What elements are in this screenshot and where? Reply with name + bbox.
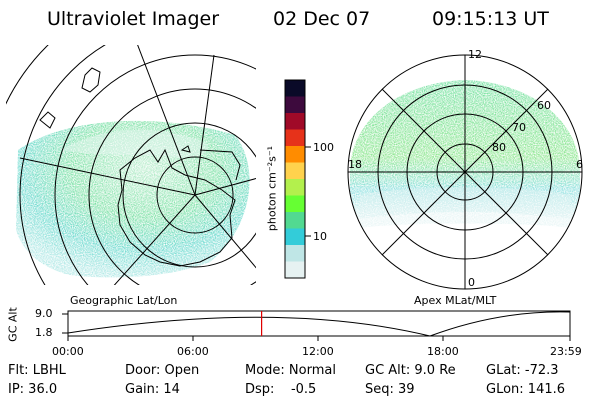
lat-lon-grid — [6, 45, 256, 285]
observation-date: 02 Dec 07 — [273, 8, 371, 30]
mlat-label-70: 70 — [512, 121, 526, 134]
colorbar-segment — [285, 245, 305, 262]
mlat-label-60: 60 — [537, 99, 551, 112]
observation-time: 09:15:13 UT — [432, 8, 549, 30]
altitude-ylabel: GC Alt — [6, 307, 20, 342]
mlt-label-6: 6 — [576, 158, 583, 171]
mlt-label-12: 12 — [468, 48, 482, 61]
altitude-ytick-high: 9.0 — [35, 307, 53, 320]
colorbar-segment — [285, 80, 305, 97]
instrument-title: Ultraviolet Imager — [47, 8, 220, 30]
time-tick-2359: 23:59 — [550, 345, 582, 358]
geographic-caption: Geographic Lat/Lon — [70, 294, 178, 307]
new-zealand-outline — [81, 67, 101, 93]
colorbar-segment — [285, 96, 305, 114]
colorbar-segment — [285, 261, 305, 279]
colorbar-label: photon cm⁻²s⁻¹ — [265, 145, 279, 232]
colorbar-tick-100: 100 — [313, 141, 334, 154]
colorbar-segment — [285, 179, 305, 196]
mlat-label-80: 80 — [492, 141, 506, 154]
altitude-ytick-low: 1.8 — [35, 326, 53, 339]
colorbar-segment — [285, 113, 305, 130]
meta-seq: Seq: 39 — [365, 382, 415, 397]
colorbar-segment — [285, 212, 305, 229]
time-tick-0600: 06:00 — [177, 345, 209, 358]
colorbar-segment — [285, 129, 305, 147]
meta-mode: Mode: Normal — [245, 363, 336, 378]
colorbar-segment — [285, 146, 305, 163]
time-tick-1200: 12:00 — [302, 345, 334, 358]
time-tick-0000: 00:00 — [52, 345, 84, 358]
meta-gc-alt: GC Alt: 9.0 Re — [365, 363, 456, 378]
meta-glon: GLon: 141.6 — [486, 382, 566, 397]
antarctica-coastline — [117, 148, 236, 267]
altitude-plot — [62, 310, 571, 341]
meta-glat: GLat: -72.3 — [486, 363, 559, 378]
colorbar-tick-10: 10 — [313, 230, 327, 243]
apex-caption: Apex MLat/MLT — [414, 294, 497, 307]
colorbar — [284, 79, 311, 279]
mlt-label-0: 0 — [468, 276, 475, 289]
colorbar-segment — [285, 195, 305, 213]
meta-door: Door: Open — [125, 363, 200, 378]
meta-filter: Flt: LBHL — [8, 363, 66, 378]
apex-polar-plot — [347, 54, 583, 290]
meta-gain: Gain: 14 — [125, 382, 180, 397]
aurora-emission-geo — [16, 120, 250, 278]
meta-ip: IP: 36.0 — [8, 382, 58, 397]
mlt-label-18: 18 — [348, 158, 362, 171]
altitude-plot-frame — [67, 310, 571, 337]
meta-dsp: Dsp: -0.5 — [245, 382, 317, 397]
altitude-curve — [67, 311, 571, 337]
colorbar-segment — [285, 228, 305, 246]
colorbar-segment — [285, 162, 305, 180]
geographic-map — [6, 45, 256, 285]
time-tick-1800: 18:00 — [427, 345, 459, 358]
